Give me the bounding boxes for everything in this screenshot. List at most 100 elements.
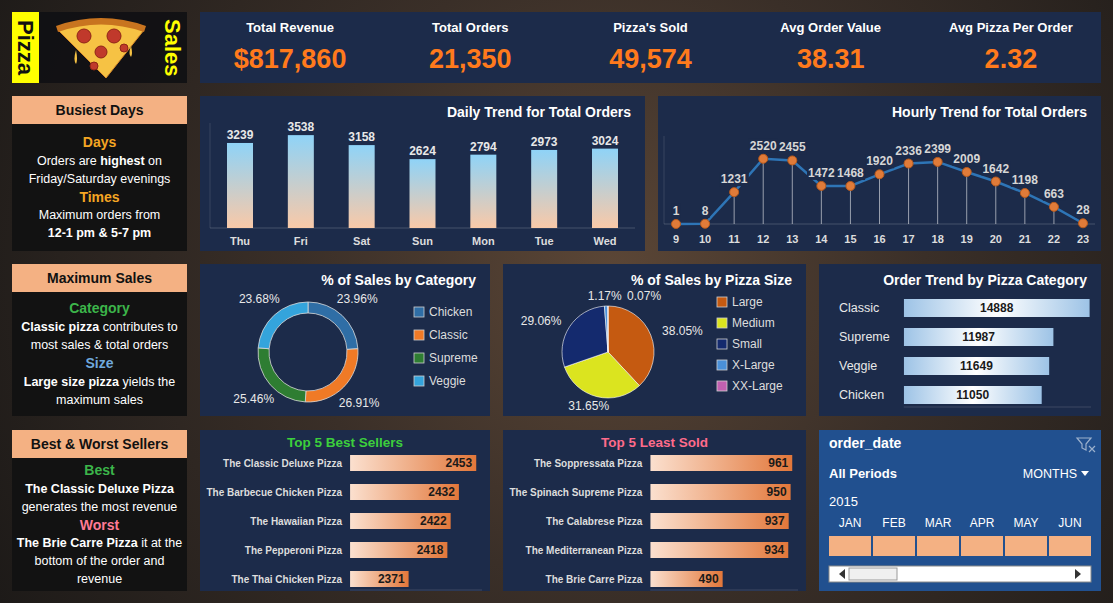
logo-left: Pizza [12, 12, 39, 83]
bars [904, 299, 1090, 404]
insight-line: maximum sales [12, 391, 187, 409]
kpi-label: Total Orders [380, 20, 560, 35]
bar [350, 484, 459, 500]
insight-heading: Best [12, 461, 187, 480]
drop-line [763, 159, 764, 224]
chart-svg: 3239Thu3538Fri3158Sat2624Sun2794Mon2973T… [200, 96, 645, 251]
marker [875, 170, 884, 179]
slicer-cell [829, 536, 871, 556]
chart-title: Order Trend by Pizza Category [883, 272, 1087, 288]
data-label: 1920 [866, 154, 893, 168]
kpi-value: 21,350 [380, 44, 560, 75]
label-patch [672, 204, 681, 218]
data-label: 2432 [428, 485, 455, 499]
kpi-value: 49,574 [560, 44, 740, 75]
tick-label: 10 [699, 233, 711, 245]
tick-label: 19 [961, 233, 973, 245]
data-label: 934 [764, 543, 784, 557]
data-label: 14888 [980, 301, 1014, 315]
scroll-track [829, 566, 1091, 582]
insight-line: The Classic Deluxe Pizza [12, 480, 187, 498]
slicer-year: 2015 [829, 494, 858, 509]
bar [350, 455, 476, 471]
data-label: 2009 [953, 152, 980, 166]
tick-label: 17 [902, 233, 914, 245]
chart-panel: 23.96%26.91%25.46%23.68%ChickenClassicSu… [200, 264, 490, 416]
marker [672, 219, 681, 228]
label-patch [1043, 187, 1065, 201]
insight-body: Category Classic pizza contributes to most… [12, 299, 187, 409]
insight-heading: Worst [12, 516, 187, 535]
insight-line-wrap: 12-1 pm & 5-7 pm [48, 226, 152, 240]
marker [1079, 219, 1088, 228]
insight-line: The Brie Carre Pizza it at the [12, 534, 187, 552]
tick-label: The Soppressata Pizza [534, 458, 643, 469]
insight-text: revenue [77, 572, 122, 586]
data-label: 25.46% [233, 392, 274, 406]
tick-label: 18 [932, 233, 944, 245]
data-label: 2453 [446, 456, 473, 470]
tick-label: 16 [873, 233, 885, 245]
kpi-label: Avg Order Value [741, 20, 921, 35]
data-label: 663 [1044, 187, 1064, 201]
kpi-label: Total Revenue [200, 20, 380, 35]
data-label: 2624 [409, 144, 436, 158]
tick-label: The Spinach Supreme Pizza [509, 487, 642, 498]
insight-text: contributes to [99, 320, 178, 334]
tick-label: 9 [673, 233, 679, 245]
slicer-cell [961, 536, 1003, 556]
insight-line: Orders are highest on [12, 152, 187, 170]
pepperoni [77, 29, 91, 43]
insight-line-wrap: bottom of the order and [35, 554, 165, 568]
slice [258, 302, 308, 349]
insight-line: bottom of the order and [12, 552, 187, 570]
scroll-thumb [849, 568, 897, 580]
legend-swatch [414, 353, 424, 363]
line-group [672, 154, 1088, 228]
slice [308, 302, 358, 349]
legend-swatch [717, 360, 727, 370]
marker [701, 219, 710, 228]
tick-label: 15 [844, 233, 856, 245]
slices [562, 306, 654, 398]
chart-svg: The Classic Deluxe PizzaThe Barbecue Chi… [200, 430, 490, 591]
label-patch [952, 152, 981, 166]
legend-swatch [717, 339, 727, 349]
marker [933, 157, 942, 166]
insight-line-wrap: most sales & total orders [31, 338, 169, 352]
data-label: 1 [673, 204, 680, 218]
label-patch [923, 142, 952, 156]
tick-label: Fri [294, 235, 308, 247]
chart-svg: The Soppressata Pizza The Spinach Supreme… [503, 430, 806, 591]
slicer-cell [1005, 536, 1047, 556]
chart-svg: 1812312520245514721468192023362399200916… [658, 96, 1101, 251]
bars [650, 455, 792, 587]
insight-text: maximum sales [56, 393, 143, 407]
logo-panel: PizzaSales [12, 12, 187, 83]
bar [349, 145, 375, 228]
insight-panel: Busiest DaysDaysOrders are highest onFri… [12, 96, 187, 251]
tick-label: The Classic Deluxe Pizza [223, 458, 342, 469]
slicer-cell [917, 536, 959, 556]
insight-text: Friday/Saturday evenings [29, 172, 171, 186]
bar [904, 357, 1049, 375]
data-label: 1472 [808, 166, 835, 180]
marker [788, 156, 797, 165]
legend-label: XX-Large [732, 379, 783, 393]
slicer-title: order_date [829, 435, 901, 451]
slicer-month: FEB [882, 516, 905, 530]
bar [650, 455, 792, 471]
insight-line: most sales & total orders [12, 336, 187, 354]
kpi-value: $817,860 [200, 44, 380, 75]
slice [562, 306, 608, 367]
pepperoni [90, 62, 98, 70]
data-label: 0.07% [627, 289, 661, 303]
tick-label: 13 [786, 233, 798, 245]
insight-text: Orders are [37, 154, 100, 168]
slicer-month: JAN [839, 516, 862, 530]
insight-heading: Category [12, 299, 187, 318]
legend-label: Medium [732, 316, 775, 330]
label-patch [1075, 203, 1091, 217]
data-label: 3024 [592, 134, 619, 148]
insight-text: Classic pizza [21, 320, 99, 334]
